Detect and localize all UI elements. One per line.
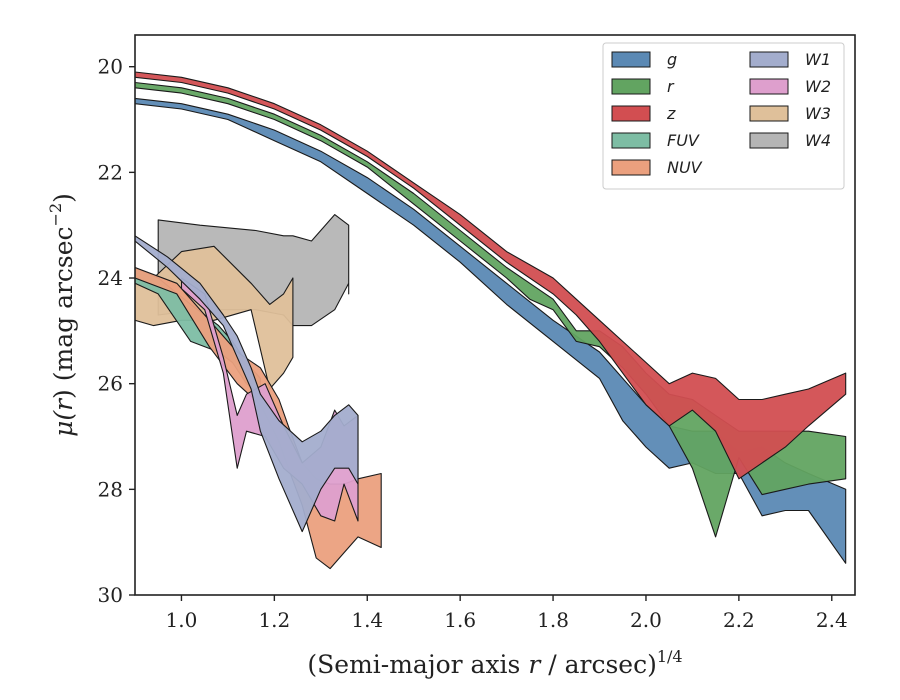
x-axis-label: (Semi-major axis r / arcsec)1/4 — [307, 647, 682, 679]
legend-label-nuv: NUV — [667, 158, 703, 177]
y-tick-label: 26 — [98, 372, 123, 396]
legend-label-w2: W2 — [805, 77, 831, 96]
x-tick-label: 1.0 — [166, 608, 198, 632]
legend-items: grz FUV NUV W1 W2 W3 W4 — [611, 50, 831, 177]
legend-swatch-w2 — [749, 78, 789, 95]
legend-label-r: r — [667, 77, 675, 96]
band-g — [135, 97, 847, 564]
legend-label-w1: W1 — [805, 50, 831, 69]
x-tick-label: 1.2 — [258, 608, 290, 632]
y-tick-label: 30 — [98, 583, 123, 607]
legend-label-fuv: FUV — [667, 131, 700, 150]
x-axis-ticks: 1.0 1.2 1.4 1.6 1.8 2.0 2.2 2.4 — [166, 595, 848, 632]
legend-swatch-nuv — [611, 159, 651, 176]
x-tick-label: 2.4 — [816, 608, 848, 632]
legend-swatch-w3 — [749, 105, 789, 122]
legend-swatch-z — [611, 105, 651, 122]
x-tick-label: 2.0 — [630, 608, 662, 632]
y-tick-label: 20 — [98, 55, 123, 79]
legend-label-g: g — [667, 50, 677, 69]
legend-label-w3: W3 — [805, 104, 831, 123]
y-axis-label: μ(r) (mag arcsec−2) — [46, 193, 78, 437]
y-tick-label: 22 — [98, 160, 123, 184]
legend-label-z: z — [666, 104, 676, 123]
profile-bands — [135, 71, 847, 570]
x-tick-label: 1.4 — [351, 608, 383, 632]
plot-frame — [134, 34, 856, 596]
band-z — [135, 71, 847, 480]
x-tick-label: 1.8 — [537, 608, 569, 632]
legend-swatch-g — [611, 51, 651, 68]
x-tick-label: 2.2 — [723, 608, 755, 632]
y-tick-label: 24 — [98, 266, 123, 290]
legend: grz FUV NUV W1 W2 W3 W4 — [602, 42, 845, 190]
legend-swatch-w4 — [749, 132, 789, 149]
band-w1 — [135, 235, 359, 533]
y-tick-label: 28 — [98, 477, 123, 501]
legend-swatch-r — [611, 78, 651, 95]
legend-label-w4: W4 — [805, 131, 831, 150]
legend-swatch-fuv — [611, 132, 651, 149]
y-axis-ticks: 20 22 24 26 28 30 — [98, 55, 135, 607]
legend-swatch-w1 — [749, 51, 789, 68]
x-tick-label: 1.6 — [444, 608, 476, 632]
